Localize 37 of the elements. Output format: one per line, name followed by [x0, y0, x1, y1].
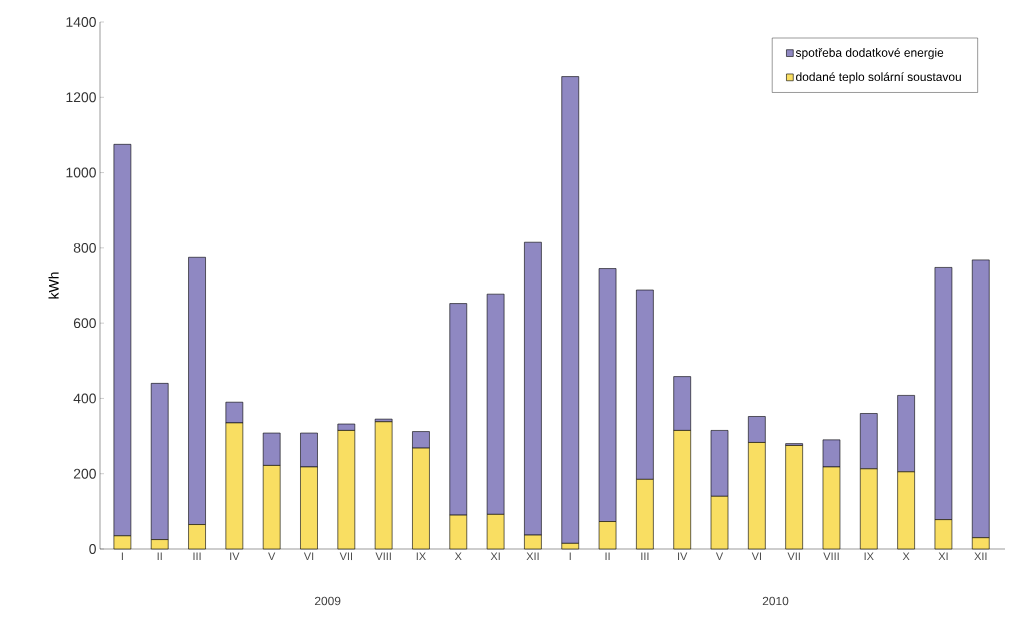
x-tick-label: III: [193, 552, 201, 561]
x-tick-label: XI: [938, 552, 948, 561]
x-tick-label: VII: [787, 552, 800, 561]
y-axis-title: kWh: [48, 272, 59, 299]
legend-label: spotřeba dodatkové energie: [795, 47, 944, 60]
x-tick-label: III: [641, 552, 649, 561]
x-tick-label: VII: [339, 552, 352, 561]
x-tick-label: XII: [526, 552, 539, 561]
x-tick-label: VI: [303, 552, 314, 561]
x-tick-label: XI: [490, 552, 500, 561]
y-tick-label: 400: [73, 393, 96, 404]
y-tick-label: 600: [73, 318, 96, 329]
x-tick-label: IX: [416, 552, 426, 561]
x-tick-label: X: [902, 552, 910, 561]
y-tick-label: 1000: [66, 167, 96, 178]
y-tick-label: 800: [73, 242, 96, 253]
y-tick-label: 0: [89, 544, 96, 554]
x-tick-label: IX: [864, 552, 874, 561]
x-tick-label: V: [715, 552, 724, 561]
legend-label: dodané teplo solární soustavou: [796, 72, 961, 84]
x-tick-label: XII: [974, 552, 987, 561]
text: 2009: [314, 596, 341, 606]
x-tick-label: IV: [678, 552, 688, 561]
x-tick-label: IV: [230, 552, 240, 561]
x-tick-label: I: [569, 552, 571, 561]
x-tick-label: II: [157, 552, 162, 561]
x-tick-label: VI: [751, 552, 761, 561]
x-tick-label: VIII: [375, 552, 391, 561]
x-tick-label: I: [121, 552, 123, 561]
y-tick-label: 200: [73, 468, 96, 479]
x-tick-label: II: [605, 552, 610, 561]
y-tick-label: 1200: [66, 92, 96, 103]
x-tick-label: X: [454, 552, 462, 561]
x-tick-label: VIII: [823, 552, 839, 561]
text: 2010: [762, 596, 789, 606]
y-tick-label: 1400: [66, 17, 96, 27]
x-tick-label: V: [268, 552, 276, 561]
